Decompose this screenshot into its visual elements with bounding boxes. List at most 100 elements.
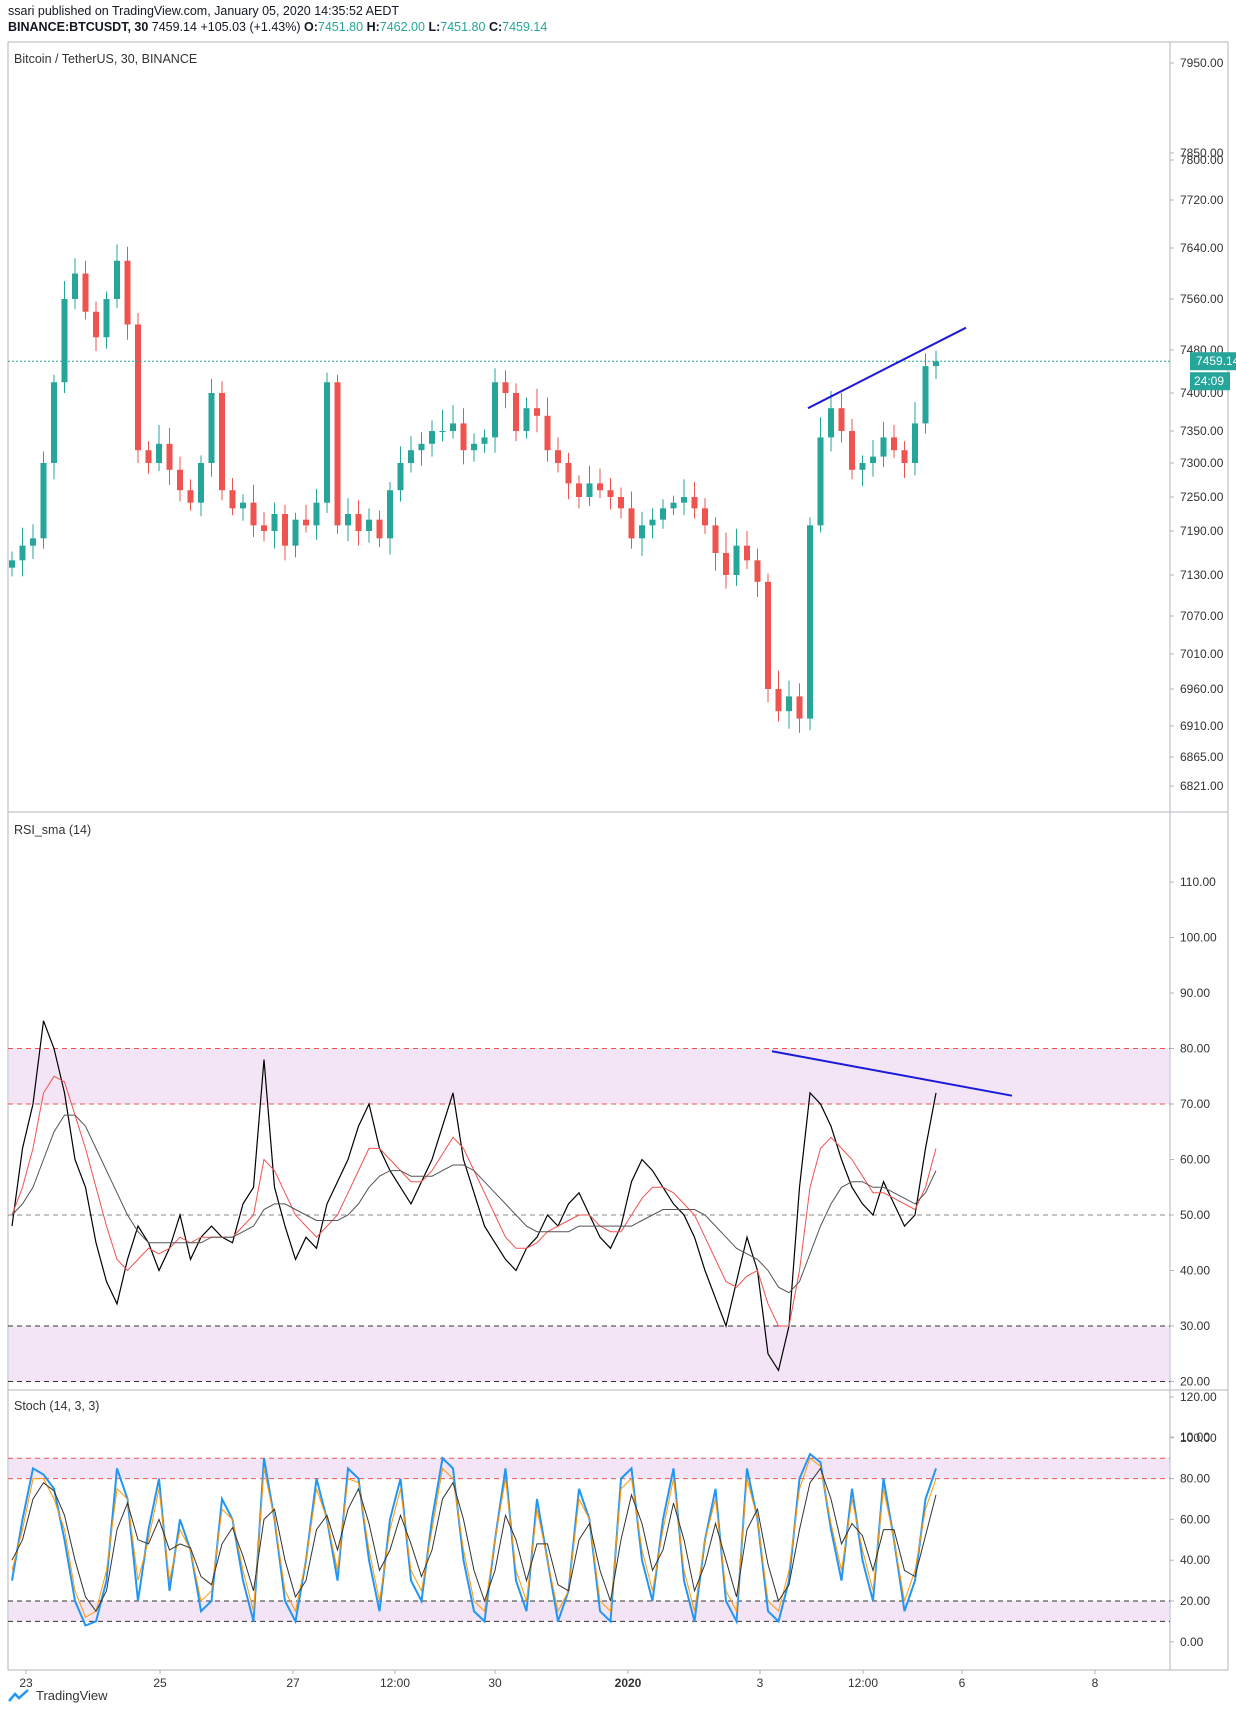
x-tick-label: 27 — [286, 1676, 300, 1690]
candle — [492, 382, 498, 438]
candle — [817, 437, 824, 526]
last-price-label: 7459.14 — [1196, 354, 1236, 368]
candle — [502, 382, 509, 393]
open-label: O: — [304, 20, 318, 34]
symbol-label: BINANCE:BTCUSDT, 30 — [8, 20, 149, 34]
candle — [51, 382, 57, 463]
candle — [282, 514, 288, 546]
candle — [229, 490, 236, 509]
candle — [870, 456, 876, 463]
candle — [355, 514, 362, 531]
candle — [82, 273, 89, 312]
candle — [786, 696, 792, 712]
symbol-ohlc-line: BINANCE:BTCUSDT, 30 7459.14 +105.03 (+1.… — [8, 20, 547, 34]
candle — [723, 553, 729, 575]
indicator-series — [11, 1075, 937, 1327]
close-value: 7459.14 — [502, 20, 548, 34]
indicator-series — [11, 1114, 937, 1294]
y-tick-label: 110.00 — [1180, 875, 1216, 889]
high-value: 7462.00 — [379, 20, 425, 34]
candle — [628, 508, 635, 539]
candle — [471, 443, 477, 451]
candle — [849, 431, 855, 470]
candle — [544, 415, 551, 451]
candle — [828, 408, 834, 438]
x-tick-label: 3 — [757, 1676, 764, 1690]
candle — [691, 497, 698, 509]
candle — [387, 490, 393, 539]
candle — [586, 483, 593, 497]
y-tick-label: 30.00 — [1180, 1319, 1210, 1333]
candle — [733, 545, 740, 575]
y-tick-label: 20.00 — [1180, 1594, 1210, 1608]
candle — [607, 490, 614, 497]
last-price-tag — [1190, 352, 1236, 371]
countdown-label: 24:09 — [1194, 374, 1224, 388]
price-pane-title: Bitcoin / TetherUS, 30, BINANCE — [14, 52, 198, 66]
y-tick-label: 7950.00 — [1180, 56, 1224, 70]
low-value: 7451.80 — [440, 20, 486, 34]
candle — [807, 525, 813, 719]
footer-brand: TradingView — [8, 1688, 108, 1703]
y-tick-label: 90.00 — [1180, 986, 1210, 1000]
candle — [513, 393, 519, 431]
candle — [72, 273, 78, 299]
candle — [198, 463, 204, 503]
candle — [933, 361, 939, 367]
rsi-pane-title: RSI_sma (14) — [14, 823, 92, 837]
candle — [450, 423, 456, 431]
candle — [534, 408, 540, 416]
y-tick-label: 7720.00 — [1180, 193, 1224, 207]
chart-frame — [7, 41, 1229, 1671]
candle — [103, 299, 110, 338]
stoch-pane-title: Stoch (14, 3, 3) — [14, 1399, 100, 1413]
candle — [324, 382, 330, 503]
y-tick-label: 50.00 — [1180, 1208, 1210, 1222]
candle — [40, 463, 47, 539]
candle — [429, 431, 435, 444]
y-tick-label: 7300.00 — [1180, 456, 1224, 470]
candle — [208, 393, 215, 463]
candle — [271, 514, 278, 531]
candle — [597, 483, 603, 491]
y-tick-label: 60.00 — [1180, 1512, 1210, 1526]
oscillator-band — [9, 1048, 1169, 1104]
candle — [439, 431, 446, 432]
candle — [418, 443, 425, 451]
candle — [303, 519, 309, 526]
candle — [240, 502, 246, 509]
y-tick-label: 7010.00 — [1180, 647, 1224, 661]
candle — [156, 443, 162, 463]
candle — [292, 519, 299, 546]
candle — [880, 437, 887, 457]
y-tick-label: 40.00 — [1180, 1553, 1210, 1567]
oscillator-band — [9, 1326, 1169, 1382]
candle — [744, 545, 750, 561]
y-tick-label: 7640.00 — [1180, 241, 1224, 255]
rsi-trendline — [771, 1050, 1013, 1097]
x-tick-label: 8 — [1092, 1676, 1099, 1690]
candle — [565, 463, 572, 484]
candle — [891, 437, 897, 451]
candle — [912, 423, 918, 463]
y-tick-label: 70.00 — [1180, 1097, 1210, 1111]
candle — [838, 408, 845, 431]
tradingview-logo-icon — [8, 1688, 29, 1702]
x-tick-label: 23 — [19, 1676, 33, 1690]
candle — [177, 469, 183, 491]
indicator-series — [11, 1467, 937, 1613]
candle — [145, 450, 152, 463]
candle — [124, 260, 131, 325]
open-value: 7451.80 — [317, 20, 364, 34]
close-label: C: — [488, 20, 503, 34]
candle — [618, 497, 624, 509]
candle — [922, 366, 929, 424]
candle — [166, 443, 173, 470]
candle — [901, 450, 908, 463]
candle — [460, 423, 467, 451]
candle — [775, 689, 782, 712]
x-tick-label: 12:00 — [848, 1676, 878, 1690]
indicator-series — [11, 1457, 937, 1619]
published-line: ssari published on TradingView.com, Janu… — [8, 4, 399, 18]
